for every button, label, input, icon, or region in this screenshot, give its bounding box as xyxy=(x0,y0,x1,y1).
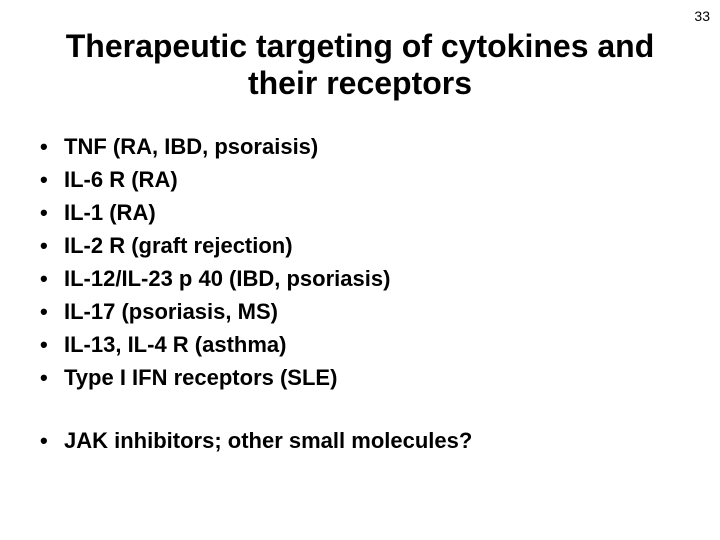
list-item: IL-17 (psoriasis, MS) xyxy=(40,295,720,328)
spacer xyxy=(40,394,720,424)
slide-title: Therapeutic targeting of cytokines and t… xyxy=(0,0,720,102)
page-number: 33 xyxy=(694,8,710,24)
slide-content: TNF (RA, IBD, psoraisis) IL-6 R (RA) IL-… xyxy=(0,102,720,457)
list-item: Type I IFN receptors (SLE) xyxy=(40,361,720,394)
list-item: IL-12/IL-23 p 40 (IBD, psoriasis) xyxy=(40,262,720,295)
bullet-list-secondary: JAK inhibitors; other small molecules? xyxy=(40,424,720,457)
list-item: JAK inhibitors; other small molecules? xyxy=(40,424,720,457)
list-item: IL-2 R (graft rejection) xyxy=(40,229,720,262)
list-item: TNF (RA, IBD, psoraisis) xyxy=(40,130,720,163)
bullet-list-main: TNF (RA, IBD, psoraisis) IL-6 R (RA) IL-… xyxy=(40,130,720,394)
list-item: IL-6 R (RA) xyxy=(40,163,720,196)
list-item: IL-1 (RA) xyxy=(40,196,720,229)
list-item: IL-13, IL-4 R (asthma) xyxy=(40,328,720,361)
